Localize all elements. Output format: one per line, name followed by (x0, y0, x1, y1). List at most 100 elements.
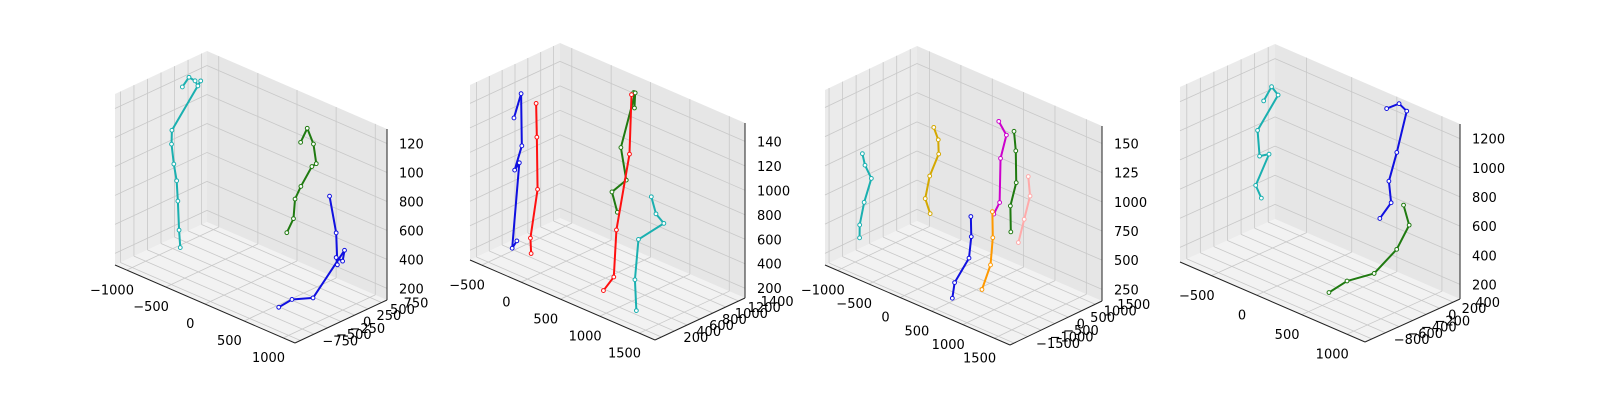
bone-segment (951, 281, 956, 300)
y-tick-label: 0 (1448, 308, 1456, 323)
joint-marker (327, 193, 332, 199)
skeleton-4 (601, 92, 634, 293)
joint-marker (174, 178, 180, 184)
joint-marker (1011, 128, 1017, 134)
z-gridline-wall (469, 60, 561, 104)
bone-segment (176, 200, 181, 232)
joint-marker (342, 247, 347, 253)
joint-marker (1401, 202, 1406, 208)
joint-marker (1266, 151, 1272, 157)
z-gridline-back (916, 63, 1103, 144)
bone-segment (633, 238, 640, 281)
y-axis-line (654, 297, 746, 341)
joint-marker (528, 235, 533, 241)
bone-segment (172, 163, 178, 182)
joint-marker (333, 255, 339, 260)
skeleton-1 (509, 91, 525, 251)
joint-marker (935, 137, 941, 143)
joint-marker (632, 90, 638, 96)
bone-segment (989, 236, 994, 266)
joint-marker (996, 118, 1002, 124)
y-tick-label: 1500 (1117, 298, 1150, 313)
z-gridline-wall (469, 158, 561, 202)
z-gridline-wall (469, 134, 561, 178)
skeleton-1 (169, 74, 204, 250)
bone-segment (1256, 129, 1261, 158)
joint-marker (1406, 222, 1412, 228)
y-tick-label: 750 (404, 297, 429, 312)
bone-segment (1027, 175, 1032, 198)
joint-marker (1003, 132, 1009, 138)
y-tick-label: 1000 (1104, 305, 1137, 320)
y-gridline-floor (1254, 227, 1440, 309)
bone-segment (328, 195, 338, 234)
z-tick-label: 400 (1472, 249, 1497, 264)
skeleton-4 (1007, 128, 1019, 235)
x-tick-label: 1000 (252, 351, 285, 366)
bone-segment (520, 92, 523, 147)
joint-marker (292, 196, 298, 202)
joint-marker (1371, 271, 1377, 276)
joint-marker (289, 297, 295, 302)
skeleton-3 (276, 193, 347, 310)
x-gridline-floor (994, 293, 1087, 339)
bone-segment (170, 143, 175, 166)
bone-segment (615, 153, 631, 231)
y-tick-label: 0 (1077, 318, 1085, 333)
x-tick-label: −1000 (90, 283, 134, 298)
z-gridline-back (559, 85, 746, 167)
y-gridline-floor (120, 262, 301, 341)
joint-marker (1326, 290, 1332, 295)
z-tick-label: 750 (1114, 225, 1139, 240)
joint-marker (291, 216, 296, 222)
bone-segment (511, 161, 521, 250)
bone-segment (612, 228, 618, 279)
joint-marker (1013, 148, 1019, 154)
z-gridline-back (1274, 116, 1461, 198)
x-tick-label: −500 (133, 300, 169, 315)
back-wall-pane (560, 43, 745, 298)
z-gridline-wall (114, 94, 208, 138)
z-tick-label: 400 (399, 253, 424, 268)
joint-marker (518, 91, 524, 97)
bone-segment (998, 157, 1002, 204)
y-gridline-floor (147, 249, 328, 329)
joint-marker (1025, 174, 1031, 179)
bone-segment (277, 298, 293, 309)
joint-marker (611, 274, 617, 280)
skeleton-1 (857, 151, 874, 241)
joint-marker (990, 235, 996, 241)
joint-marker (1013, 180, 1019, 186)
joint-marker (1008, 229, 1014, 235)
z-tick-label: 200 (1472, 278, 1497, 293)
back-wall-pane (917, 46, 1102, 301)
z-gridline-back (206, 94, 388, 173)
joint-marker (284, 230, 290, 236)
z-gridline-wall (1179, 116, 1276, 161)
bone-segment (535, 136, 539, 191)
joint-marker (1021, 216, 1027, 222)
joint-marker (636, 237, 641, 242)
z-tick-label: 800 (399, 195, 424, 210)
z-gridline-back (1274, 204, 1461, 285)
z-gridline-wall (824, 150, 918, 196)
y-tick-label: 500 (390, 303, 415, 318)
joint-marker (1258, 195, 1264, 201)
bone-segment (1373, 248, 1398, 275)
x-tick-label: −1000 (801, 284, 845, 299)
joint-marker (927, 211, 933, 217)
z-tick-label: 140 (757, 135, 782, 150)
y-axis-line (1364, 298, 1461, 343)
y-gridline-floor (1213, 246, 1400, 328)
joint-marker (512, 167, 518, 173)
joint-marker (1394, 150, 1400, 155)
bone-segment (512, 92, 523, 119)
joint-marker (304, 125, 310, 131)
z-gridline-wall (469, 109, 561, 153)
bone-segment (1387, 180, 1393, 204)
z-tick-label: 1000 (1472, 162, 1505, 177)
joint-marker (614, 227, 619, 233)
z-gridline-back (559, 207, 746, 289)
